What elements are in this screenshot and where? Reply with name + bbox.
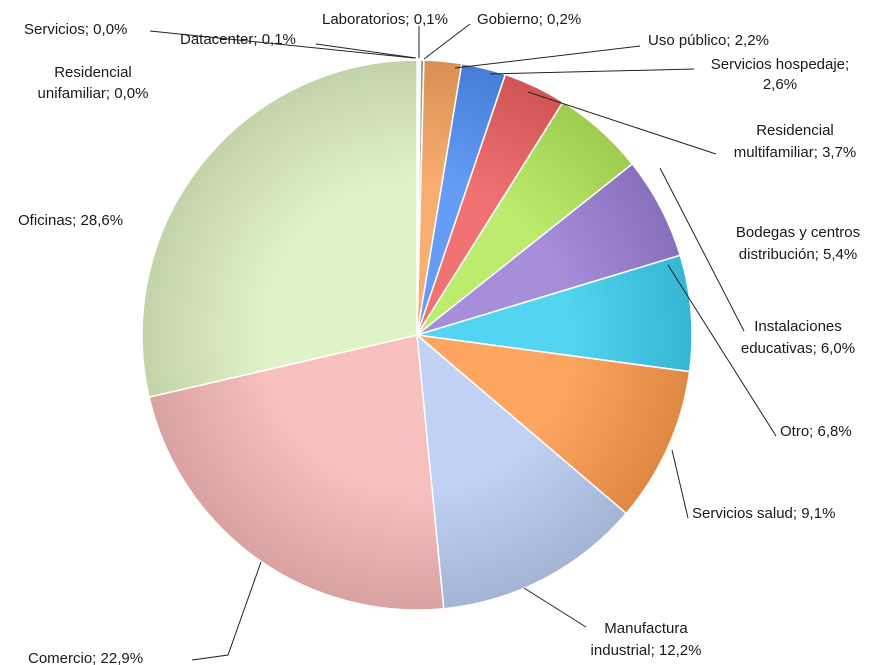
leader-line [149, 30, 415, 59]
leader-line [659, 167, 745, 332]
pie-slice-manufactura-industrial [416, 333, 628, 610]
pie-slice-oficinas [141, 59, 418, 399]
data-label-line: Instalaciones [754, 318, 842, 335]
leader-line [315, 43, 417, 59]
data-label-line: 2,6% [763, 76, 797, 93]
data-label-line: Gobierno; 0,2% [477, 11, 581, 28]
data-label-line: Bodegas y centros [736, 224, 860, 241]
data-label-line: educativas; 6,0% [741, 340, 855, 357]
data-label: Datacenter; 0,1% [180, 31, 296, 48]
data-label-line: unifamiliar; 0,0% [38, 85, 149, 102]
data-label: Residencial unifamiliar; 0,0% [38, 64, 149, 102]
data-label-line: Uso público; 2,2% [648, 32, 769, 49]
data-label-line: Residencial [54, 64, 132, 81]
data-label-line: Otro; 6,8% [780, 423, 852, 440]
data-label: Manufactura industrial; 12,2% [591, 620, 702, 659]
data-label-line: Residencial [756, 122, 834, 139]
leader-line [523, 587, 587, 628]
data-label: Residencial multifamiliar; 3,7% [734, 122, 857, 161]
data-label: Otro; 6,8% [780, 423, 852, 440]
leader-line [423, 23, 471, 60]
leader-line [527, 91, 717, 155]
data-label-line: Servicios salud; 9,1% [692, 505, 835, 522]
data-label: Bodegas y centros distribución; 5,4% [736, 224, 860, 263]
data-label-line: Laboratorios; 0,1% [322, 11, 448, 28]
data-label: Servicios hospedaje; 2,6% [711, 56, 849, 93]
data-label: Laboratorios; 0,1% [322, 11, 448, 28]
data-label-line: Manufactura [604, 620, 688, 637]
leader-line [489, 68, 695, 75]
data-label: Comercio; 22,9% [28, 650, 143, 665]
pie-slice-servicios-salud [414, 333, 691, 515]
leader-line [671, 449, 689, 519]
data-label-line: Datacenter; 0,1% [180, 31, 296, 48]
leader-line [454, 45, 641, 69]
data-label: Servicios salud; 9,1% [692, 505, 835, 522]
data-label: Oficinas; 28,6% [18, 212, 123, 229]
leader-line [667, 264, 777, 437]
data-label-line: distribución; 5,4% [739, 246, 857, 263]
data-label-line: Servicios hospedaje; [711, 56, 849, 73]
leader-lines [149, 23, 777, 661]
leader-line [191, 561, 262, 661]
pie-slices [141, 59, 693, 611]
data-label-line: Comercio; 22,9% [28, 650, 143, 665]
pie-slice-comercio [148, 334, 445, 611]
data-label: Servicios; 0,0% [24, 21, 127, 38]
data-labels: Servicios; 0,0% Residencial unifamiliar; 0… [18, 11, 860, 665]
data-label-line: Servicios; 0,0% [24, 21, 127, 38]
data-label: Instalaciones educativas; 6,0% [741, 318, 855, 357]
data-label-line: Oficinas; 28,6% [18, 212, 123, 229]
data-label: Uso público; 2,2% [648, 32, 769, 49]
data-label-line: industrial; 12,2% [591, 642, 702, 659]
data-label-line: multifamiliar; 3,7% [734, 144, 857, 161]
data-label: Gobierno; 0,2% [477, 11, 581, 28]
pie-slice-otro [416, 254, 693, 373]
